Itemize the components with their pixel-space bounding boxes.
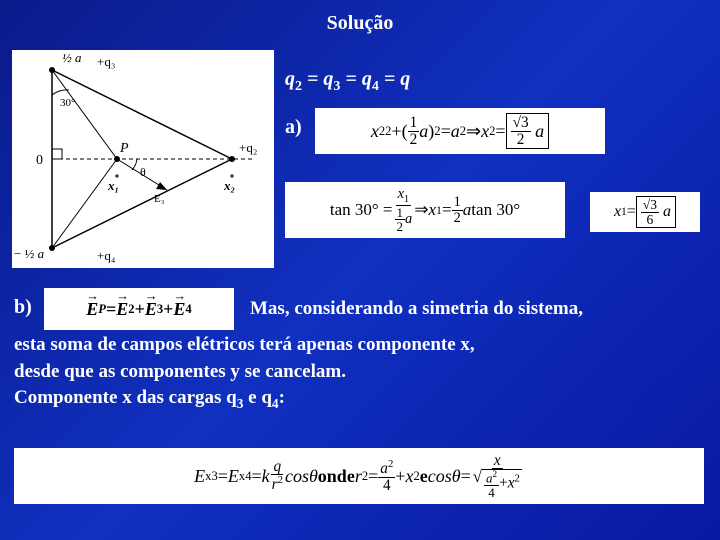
diagram-q4-label: +q₄ bbox=[97, 248, 116, 263]
diagram-half-a-bot: − ½ a bbox=[14, 246, 45, 261]
diagram-e3: E₃ bbox=[154, 193, 165, 205]
diagram-angle: 30° bbox=[60, 97, 75, 109]
diagram-x2: x₂ bbox=[223, 178, 235, 193]
part-a-label: a) bbox=[285, 116, 302, 139]
diagram-q3-label: +q₃ bbox=[97, 54, 115, 69]
equation-ep: EP = E2 + E3 + E4 bbox=[44, 288, 234, 330]
equation-x1: x1 = √36 a bbox=[590, 192, 700, 232]
slide-title: Solução bbox=[0, 0, 720, 35]
triangle-diagram: ½ a +q₃ 30° 0 P +q₂ x₁ x₂ θ E₃ − ½ a +q₄ bbox=[12, 50, 274, 268]
equation-a1: x22 + (12a)2 = a2 ⇒ x2 = √32 a bbox=[315, 108, 605, 154]
charges-equation: q2 = q3 = q4 = q bbox=[285, 68, 410, 95]
text-line1: Mas, considerando a simetria do sistema, bbox=[250, 296, 583, 323]
equation-tan: tan 30° = x112a ⇒ x1 = 12 a tan 30° bbox=[285, 182, 565, 238]
diagram-q2-label: +q₂ bbox=[239, 140, 257, 155]
equation-ex: Ex3 = Ex4 = k qr2 cosθ onde r2 = a24 + x… bbox=[14, 448, 704, 504]
diagram-half-a-top: ½ a bbox=[62, 50, 82, 65]
text-body: esta soma de campos elétricos terá apena… bbox=[14, 332, 704, 414]
diagram-p-label: P bbox=[119, 141, 129, 156]
diagram-theta: θ bbox=[140, 165, 146, 179]
part-b-label: b) bbox=[14, 296, 32, 319]
diagram-origin: 0 bbox=[36, 153, 43, 168]
diagram-x1: x₁ bbox=[107, 178, 119, 193]
